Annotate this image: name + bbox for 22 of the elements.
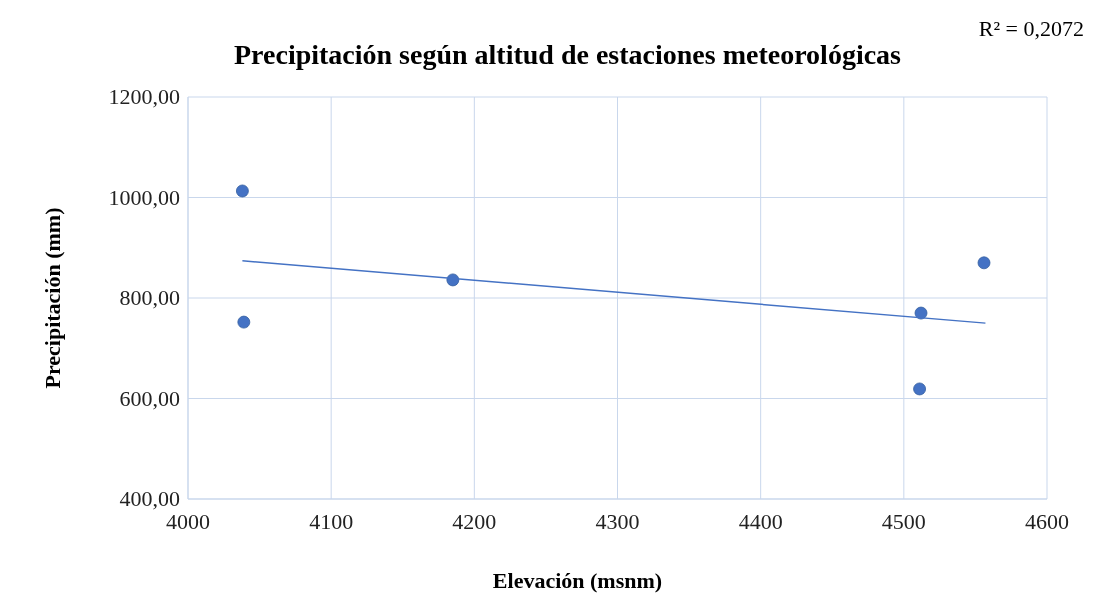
x-tick-label: 4100	[309, 509, 354, 534]
point	[446, 273, 460, 287]
y-tick-label: 800,00	[119, 285, 180, 310]
y-tick-label: 400,00	[119, 486, 180, 511]
text: R² = 0,2072	[978, 16, 1084, 41]
point	[237, 315, 251, 329]
x-tick-label: 4500	[881, 509, 926, 534]
y-tick-label: 1000,00	[108, 184, 180, 210]
x-tick-label: 4000	[166, 509, 210, 534]
x-tick-label: 4600	[1025, 509, 1069, 534]
point	[977, 256, 991, 270]
chart-title: Precipitación según altitud de estaciones meteorológicas	[234, 39, 902, 70]
y-tick-label: 1200,00	[108, 84, 180, 109]
point	[913, 382, 926, 396]
point	[236, 184, 249, 198]
x-tick-label: 4300	[595, 509, 640, 534]
x-axis-title: Elevación (msnm)	[492, 568, 663, 593]
x-tick-label: 4200	[452, 509, 497, 534]
y-axis-title: Precipitación (mm)	[40, 207, 65, 389]
y-tick-label: 600,00	[119, 385, 180, 411]
x-tick-label: 4400	[738, 509, 783, 534]
point	[914, 306, 928, 320]
